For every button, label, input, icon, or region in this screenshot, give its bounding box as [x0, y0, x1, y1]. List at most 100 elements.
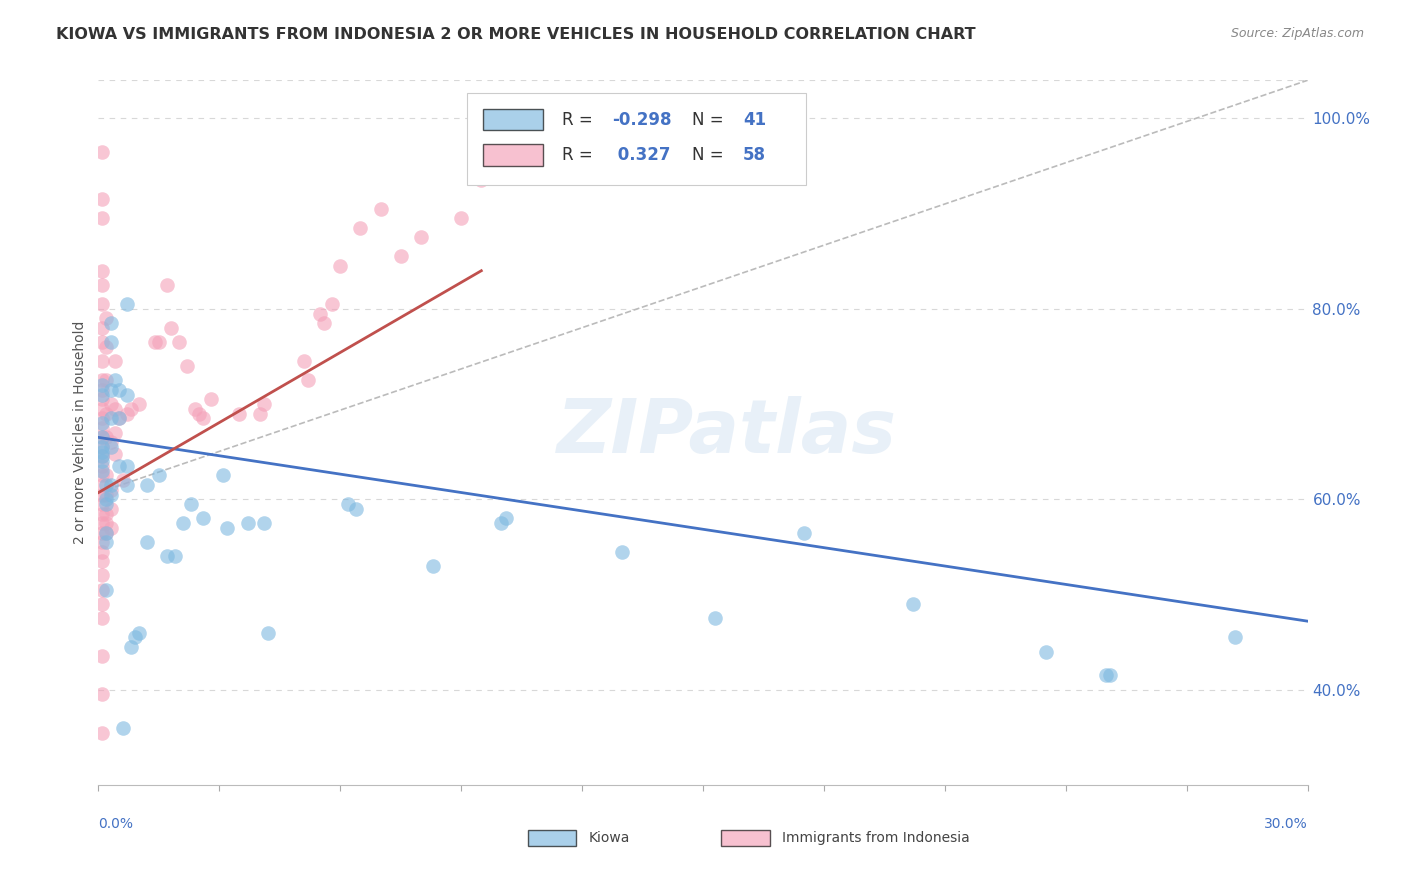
- Point: [91, 430, 114, 444]
- Point: [253, 397, 276, 411]
- Point: [200, 392, 222, 407]
- Point: [100, 478, 122, 492]
- Point: [148, 468, 170, 483]
- Point: [111, 721, 134, 735]
- Point: [120, 640, 142, 654]
- Point: [217, 521, 239, 535]
- Point: [292, 354, 315, 368]
- Text: 0.327: 0.327: [613, 146, 671, 164]
- Point: [100, 316, 122, 330]
- Y-axis label: 2 or more Vehicles in Household: 2 or more Vehicles in Household: [73, 321, 87, 544]
- Point: [389, 250, 412, 264]
- Point: [91, 458, 114, 473]
- Point: [1223, 631, 1246, 645]
- Point: [188, 407, 211, 421]
- Point: [115, 478, 138, 492]
- Point: [1035, 645, 1057, 659]
- Point: [96, 525, 118, 540]
- FancyBboxPatch shape: [467, 93, 806, 185]
- Point: [422, 558, 444, 573]
- Point: [91, 411, 114, 425]
- Point: [100, 521, 122, 535]
- Point: [370, 202, 392, 216]
- Point: [91, 392, 114, 407]
- Point: [160, 321, 183, 335]
- Point: [91, 554, 114, 568]
- Point: [180, 497, 202, 511]
- Point: [91, 440, 114, 454]
- Point: [91, 335, 114, 350]
- Point: [1095, 668, 1118, 682]
- Point: [91, 401, 114, 416]
- Point: [96, 507, 118, 521]
- Point: [96, 525, 118, 540]
- Point: [91, 497, 114, 511]
- Text: N =: N =: [692, 111, 728, 128]
- Point: [329, 259, 352, 273]
- Point: [100, 397, 122, 411]
- Point: [212, 468, 235, 483]
- Point: [495, 511, 517, 525]
- Point: [91, 416, 114, 430]
- Point: [103, 401, 125, 416]
- Point: [100, 383, 122, 397]
- Point: [172, 516, 194, 530]
- Point: [96, 430, 118, 444]
- Point: [100, 435, 122, 450]
- Point: [91, 192, 114, 206]
- Point: [176, 359, 198, 373]
- Text: 41: 41: [742, 111, 766, 128]
- Text: 0.0%: 0.0%: [98, 817, 134, 830]
- Point: [96, 516, 118, 530]
- Point: [115, 458, 138, 473]
- Point: [96, 407, 118, 421]
- Point: [91, 544, 114, 558]
- Text: R =: R =: [561, 146, 598, 164]
- Text: 58: 58: [742, 146, 766, 164]
- Text: N =: N =: [692, 146, 728, 164]
- Point: [135, 478, 157, 492]
- Point: [91, 278, 114, 293]
- Point: [314, 316, 336, 330]
- Point: [96, 582, 118, 597]
- Point: [901, 597, 924, 611]
- Point: [349, 220, 371, 235]
- Point: [96, 468, 118, 483]
- Point: [409, 230, 432, 244]
- Point: [103, 446, 125, 460]
- Point: [107, 411, 129, 425]
- Point: [103, 354, 125, 368]
- Point: [148, 335, 170, 350]
- Point: [1099, 668, 1122, 682]
- Point: [100, 411, 122, 425]
- Point: [128, 625, 150, 640]
- Point: [100, 335, 122, 350]
- Point: [91, 478, 114, 492]
- Point: [91, 378, 114, 392]
- Point: [91, 688, 114, 702]
- Point: [91, 597, 114, 611]
- Point: [96, 535, 118, 549]
- Text: KIOWA VS IMMIGRANTS FROM INDONESIA 2 OR MORE VEHICLES IN HOUSEHOLD CORRELATION C: KIOWA VS IMMIGRANTS FROM INDONESIA 2 OR …: [56, 27, 976, 42]
- Point: [793, 525, 815, 540]
- Point: [337, 497, 360, 511]
- Point: [107, 383, 129, 397]
- Point: [96, 487, 118, 501]
- Point: [704, 611, 727, 625]
- Point: [91, 297, 114, 311]
- Point: [128, 397, 150, 411]
- Point: [135, 535, 157, 549]
- Point: [143, 335, 166, 350]
- Point: [321, 297, 343, 311]
- Point: [91, 725, 114, 739]
- FancyBboxPatch shape: [527, 830, 576, 846]
- Point: [91, 468, 114, 483]
- Point: [124, 631, 146, 645]
- Text: Kiowa: Kiowa: [588, 830, 630, 845]
- Point: [91, 649, 114, 664]
- Point: [297, 373, 319, 387]
- Point: [100, 483, 122, 497]
- Point: [91, 464, 114, 478]
- Text: ZIPatlas: ZIPatlas: [557, 396, 897, 469]
- FancyBboxPatch shape: [482, 145, 543, 166]
